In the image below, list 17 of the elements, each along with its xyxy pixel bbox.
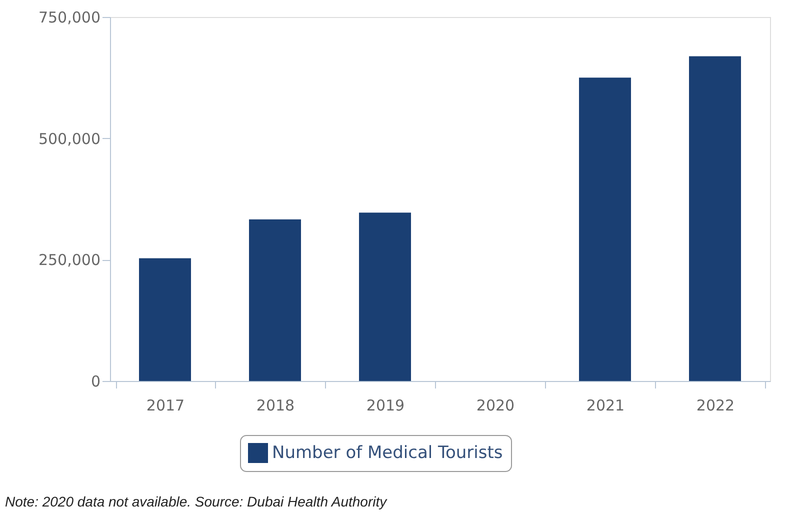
x-tick-label: 2019 [366, 396, 405, 414]
text: Note: 2020 data not available. Source: Dubai Health Authority [5, 494, 388, 510]
bar [579, 78, 631, 381]
bar [139, 258, 191, 381]
legend-label: Number of Medical Tourists [272, 443, 503, 463]
x-tick-label: 2020 [476, 396, 515, 414]
x-tick-label: 2018 [256, 396, 295, 414]
y-tick-label: 500,000 [38, 130, 100, 148]
x-tick-label: 2021 [586, 396, 625, 414]
y-tick-label: 750,000 [38, 8, 100, 26]
bar [249, 219, 301, 381]
bar [689, 56, 741, 381]
x-tick-label: 2017 [146, 396, 185, 414]
x-tick-label: 2022 [696, 396, 735, 414]
y-tick-label: 0 [90, 372, 100, 390]
y-tick-label: 250,000 [38, 251, 100, 270]
bar [359, 212, 411, 381]
